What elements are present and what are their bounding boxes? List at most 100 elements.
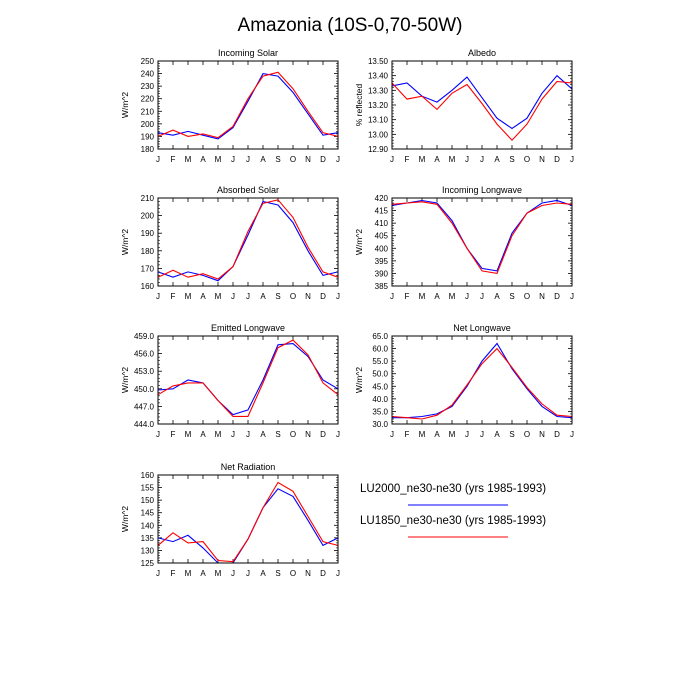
series-line-lu1850 [391,347,573,420]
x-tick-label: D [320,569,326,578]
x-tick-label: J [480,292,484,301]
x-tick-label: F [171,430,176,439]
plot-frame [391,197,573,287]
y-tick-label: 12.90 [368,145,389,154]
x-tick-label: J [336,292,340,301]
y-tick-label: 190 [141,229,155,238]
x-tick-label: J [390,155,394,164]
x-tick-label: D [320,155,326,164]
x-tick-label: O [290,292,296,301]
x-tick-label: J [480,430,484,439]
y-tick-label: 210 [141,107,155,116]
y-tick-label: 459.0 [134,332,155,341]
y-axis-label: W/m^2 [120,367,130,393]
x-tick-label: A [434,292,440,301]
y-tick-label: 13.30 [368,86,389,95]
x-tick-label: N [305,569,311,578]
x-tick-label: J [390,292,394,301]
y-tick-label: 60.0 [372,345,388,354]
y-tick-label: 447.0 [134,402,155,411]
x-tick-label: A [494,292,500,301]
panel-albedo: Albedo % reflected 12.90 13.00 13.10 13.20 13.… [354,48,574,164]
panel-emitted-longwave: Emitted Longwave W/m^2 444.0 447.0 450.0 453.… [120,323,340,439]
x-tick-label: S [509,430,514,439]
x-tick-label: D [320,292,326,301]
y-tick-label: 55.0 [372,357,388,366]
y-tick-label: 180 [141,247,155,256]
y-tick-label: 40.0 [372,395,388,404]
x-tick-label: M [215,430,222,439]
x-tick-label: J [231,155,235,164]
y-tick-label: 170 [141,264,155,273]
x-tick-label: J [231,292,235,301]
plot-frame [391,60,573,150]
y-tick-label: 410 [375,219,389,228]
legend-label-lu2000: LU2000_ne30-ne30 (yrs 1985-1993) [360,483,546,495]
y-tick-label: 45.0 [372,382,388,391]
y-tick-label: 400 [375,244,389,253]
y-tick-label: 13.50 [368,57,389,66]
x-tick-label: O [290,569,296,578]
y-axis-label: W/m^2 [120,229,130,255]
x-tick-label: J [156,569,160,578]
panel-title: Incoming Solar [218,48,278,58]
x-tick-label: A [260,430,266,439]
x-tick-label: N [305,430,311,439]
x-tick-label: A [200,292,206,301]
y-tick-label: 30.0 [372,420,388,429]
x-tick-label: F [405,155,410,164]
panel-title: Net Radiation [221,462,276,472]
legend-label-lu1850: LU1850_ne30-ne30 (yrs 1985-1993) [360,515,546,527]
x-tick-label: J [156,292,160,301]
y-tick-label: 450.0 [134,385,155,394]
panel-title: Absorbed Solar [217,185,279,195]
series-line-lu1850 [391,201,573,275]
x-tick-label: A [434,430,440,439]
panel-title: Albedo [468,48,496,58]
x-tick-label: J [390,430,394,439]
y-tick-label: 385 [375,282,389,291]
x-tick-label: O [290,430,296,439]
y-tick-label: 130 [141,546,155,555]
x-tick-label: D [554,155,560,164]
y-tick-label: 13.10 [368,116,389,125]
x-tick-label: J [465,430,469,439]
x-tick-label: J [570,430,574,439]
x-tick-label: F [171,155,176,164]
y-tick-label: 456.0 [134,350,155,359]
x-tick-label: A [200,430,206,439]
y-tick-label: 13.40 [368,72,389,81]
x-tick-label: A [260,155,266,164]
y-tick-label: 65.0 [372,332,388,341]
x-tick-label: F [171,292,176,301]
x-tick-label: J [246,569,250,578]
x-tick-label: M [185,155,192,164]
y-tick-label: 444.0 [134,420,155,429]
x-tick-label: J [246,155,250,164]
x-tick-label: D [320,430,326,439]
x-tick-label: O [524,155,530,164]
x-tick-label: A [494,155,500,164]
y-axis-label: W/m^2 [354,367,364,393]
y-tick-label: 150 [141,496,155,505]
figure-title: Amazonia (10S-0,70-50W) [238,15,463,36]
y-tick-label: 200 [141,120,155,129]
x-tick-label: S [509,292,514,301]
x-tick-label: M [215,292,222,301]
x-tick-label: A [200,155,206,164]
y-tick-label: 145 [141,509,155,518]
y-axis-label: W/m^2 [354,229,364,255]
x-tick-label: M [419,292,426,301]
x-tick-label: A [200,569,206,578]
x-tick-label: S [275,569,280,578]
series-line-lu2000 [157,200,339,282]
plot-frame [157,60,339,150]
y-tick-label: 453.0 [134,367,155,376]
x-tick-label: J [336,569,340,578]
x-tick-label: M [215,155,222,164]
x-tick-label: M [185,430,192,439]
x-tick-label: M [185,569,192,578]
series-line-lu2000 [157,72,339,140]
series-line-lu2000 [157,343,339,416]
y-tick-label: 135 [141,534,155,543]
